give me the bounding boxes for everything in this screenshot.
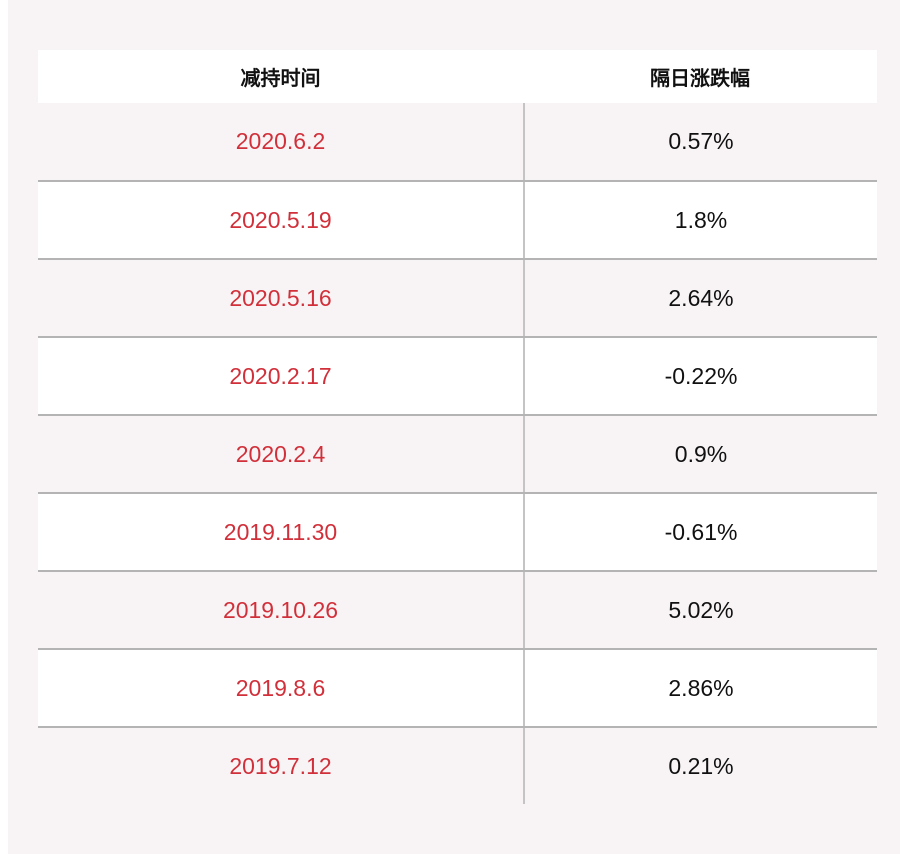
date-cell: 2019.8.6 bbox=[235, 674, 326, 701]
change-cell: -0.22% bbox=[523, 338, 877, 414]
change-cell: 0.21% bbox=[523, 728, 877, 804]
change-cell: 1.8% bbox=[523, 182, 877, 258]
header-date: 减持时间 bbox=[240, 68, 321, 90]
table-row: 2019.11.30 -0.61% bbox=[38, 492, 877, 570]
table-row: 2020.2.4 0.9% bbox=[38, 414, 877, 492]
date-cell: 2020.5.19 bbox=[229, 206, 332, 233]
table-row: 2020.6.2 0.57% bbox=[38, 103, 877, 180]
change-cell: 2.86% bbox=[523, 650, 877, 726]
reduction-table: 减持时间 隔日涨跌幅 2020.6.2 0.57% 2020.5.19 1.8% 2… bbox=[38, 50, 877, 804]
change-cell: 0.57% bbox=[523, 103, 877, 180]
date-cell: 2020.5.16 bbox=[229, 284, 332, 311]
date-cell: 2019.11.30 bbox=[223, 518, 338, 545]
table-row: 2020.5.19 1.8% bbox=[38, 180, 877, 258]
date-cell: 2019.7.12 bbox=[229, 752, 332, 779]
change-cell: -0.61% bbox=[523, 494, 877, 570]
table-row: 2019.10.26 5.02% bbox=[38, 570, 877, 648]
change-cell: 2.64% bbox=[523, 260, 877, 336]
date-cell: 2020.6.2 bbox=[235, 128, 326, 154]
date-cell: 2020.2.4 bbox=[235, 440, 326, 467]
table-row: 2020.2.17 -0.22% bbox=[38, 336, 877, 414]
table-header: 减持时间 隔日涨跌幅 bbox=[38, 50, 877, 103]
change-cell: 0.9% bbox=[523, 416, 877, 492]
date-cell: 2019.10.26 bbox=[222, 596, 339, 623]
table-row: 2020.5.16 2.64% bbox=[38, 258, 877, 336]
table-row: 2019.8.6 2.86% bbox=[38, 648, 877, 726]
date-cell: 2020.2.17 bbox=[229, 362, 332, 389]
header-change: 隔日涨跌幅 bbox=[650, 68, 750, 90]
change-cell: 5.02% bbox=[523, 572, 877, 648]
table-row: 2019.7.12 0.21% bbox=[38, 726, 877, 804]
